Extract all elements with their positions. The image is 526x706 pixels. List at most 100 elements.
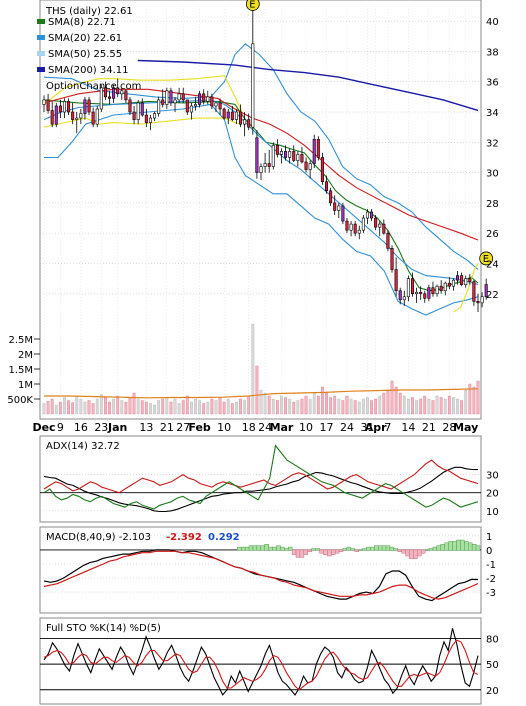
- volume-bar: [300, 398, 304, 415]
- x-axis-label: 31: [360, 421, 374, 434]
- macd-histogram-bar: [452, 541, 457, 551]
- macd-histogram-bar: [405, 549, 410, 557]
- candle-body: [230, 111, 234, 120]
- candle-body: [193, 104, 198, 107]
- price-y-tick-label: 38: [486, 47, 499, 58]
- candle-body: [107, 96, 112, 99]
- volume-bar: [230, 403, 234, 415]
- macd-histogram-bar: [311, 548, 316, 551]
- candle-body: [312, 138, 316, 164]
- candle-body: [210, 96, 214, 107]
- volume-bar: [239, 398, 242, 415]
- legend-label-sma8: SMA(8) 22.71: [48, 17, 116, 28]
- candle-body: [267, 163, 271, 167]
- volume-bar: [296, 400, 300, 415]
- legend-label-sma200: SMA(200) 34.11: [48, 65, 129, 76]
- volume-y-tick-label: 1M: [18, 380, 33, 391]
- candle-body: [185, 99, 189, 113]
- volume-moving-average-line: [44, 388, 479, 399]
- volume-bar: [251, 323, 255, 415]
- macd-histogram-bar: [397, 549, 402, 552]
- volume-bar: [275, 400, 279, 415]
- volume-bar: [235, 401, 238, 415]
- macd-histogram-bar: [291, 549, 297, 555]
- candle-body: [120, 90, 124, 95]
- macd-histogram-bar: [252, 545, 258, 551]
- candle-body: [419, 291, 423, 295]
- x-axis-label: 23: [94, 421, 108, 434]
- candle-body: [169, 90, 173, 104]
- candle-body: [173, 99, 177, 104]
- candle-body: [218, 102, 222, 110]
- volume-bar: [63, 397, 66, 415]
- macd-histogram-bar: [342, 548, 348, 551]
- candle-body: [415, 291, 419, 295]
- volume-bar: [140, 400, 144, 415]
- candle-body: [296, 154, 300, 161]
- candle-body: [99, 87, 103, 110]
- volume-bar: [91, 403, 95, 415]
- volume-bar: [54, 404, 58, 415]
- macd-histogram-bar: [393, 548, 399, 551]
- candle-body: [136, 102, 140, 120]
- candle-body: [472, 281, 476, 302]
- volume-bar: [460, 400, 464, 415]
- volume-bar: [157, 400, 161, 415]
- candle-body: [103, 87, 107, 98]
- volume-bar: [435, 395, 439, 415]
- x-axis-label: May: [453, 421, 478, 434]
- candle-body: [329, 190, 333, 204]
- macd-histogram-bar: [315, 548, 320, 551]
- candle-body: [341, 205, 345, 222]
- volume-bar: [50, 398, 54, 415]
- macd-histogram-bar: [421, 549, 426, 554]
- macd-histogram-bar: [295, 549, 301, 558]
- x-axis-label: Mar: [270, 421, 294, 434]
- candle-body: [365, 211, 369, 219]
- candle-body: [402, 296, 406, 301]
- candle-body: [390, 248, 394, 270]
- stochastic-title: Full STO %K(14) %D(5): [46, 623, 161, 634]
- macd-histogram-bar: [467, 542, 473, 551]
- candle-body: [165, 90, 169, 105]
- x-axis-label: 9: [57, 421, 64, 434]
- volume-bar: [312, 392, 316, 415]
- price-line-envelope-6: [43, 75, 243, 113]
- candle-body: [148, 117, 152, 123]
- candle-body: [226, 111, 230, 119]
- candle-body: [353, 223, 357, 234]
- volume-bar: [398, 392, 402, 415]
- volume-bar: [173, 398, 177, 415]
- macd-histogram-bar: [471, 544, 477, 551]
- volume-bar: [83, 401, 87, 415]
- candle-body: [50, 110, 54, 125]
- volume-bar: [263, 392, 267, 415]
- volume-bar: [284, 397, 287, 415]
- volume-bar: [353, 400, 357, 415]
- x-axis-label: 28: [442, 421, 456, 434]
- candle-body: [206, 96, 210, 102]
- macd-histogram-bar: [456, 539, 461, 551]
- candle-body: [71, 111, 75, 120]
- stochastic-y-tick-label: 20: [486, 686, 499, 697]
- price-panel-frame: [39, 0, 482, 420]
- macd-y-tick-label: -2: [486, 574, 496, 585]
- volume-bar: [103, 397, 107, 415]
- candle-body: [116, 87, 120, 95]
- macd-histogram-bar: [389, 546, 395, 551]
- volume-bar: [402, 395, 406, 415]
- macd-histogram-bar: [260, 545, 265, 551]
- volume-bar: [120, 400, 124, 415]
- candle-body: [91, 111, 95, 125]
- candle-body: [259, 166, 263, 173]
- volume-bar: [202, 403, 206, 415]
- candle-body: [398, 290, 402, 301]
- candle-body: [324, 181, 329, 192]
- volume-bar: [390, 380, 394, 415]
- macd-histogram-bar: [362, 548, 367, 551]
- legend-label-sma20: SMA(20) 22.61: [48, 33, 122, 44]
- price-y-tick-label: 32: [486, 138, 499, 149]
- price-line-sma-200--5: [137, 59, 479, 112]
- candle-body: [67, 101, 71, 113]
- volume-bar: [136, 398, 140, 415]
